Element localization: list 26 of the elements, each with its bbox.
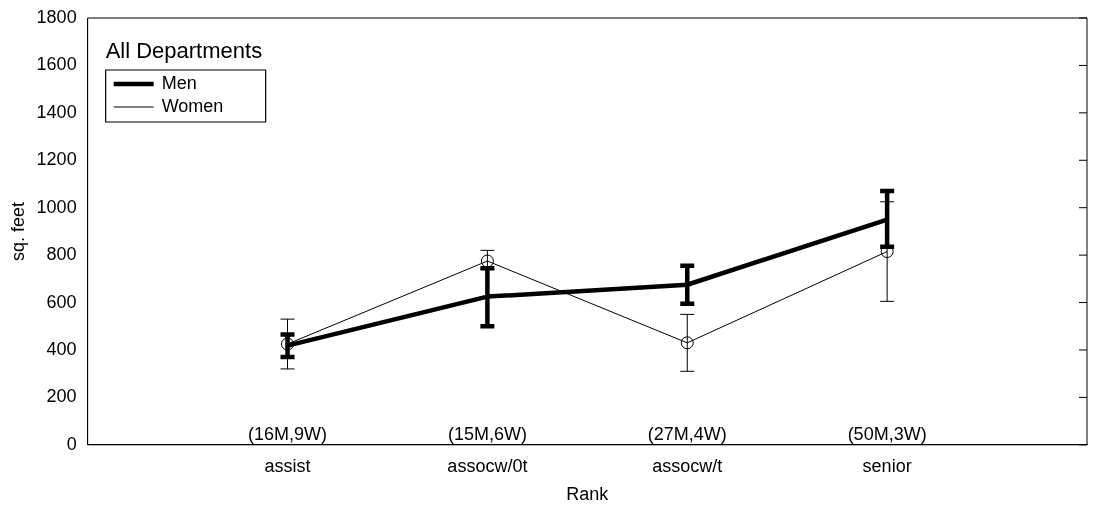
legend-label: Men xyxy=(161,72,197,93)
point xyxy=(680,336,694,350)
y-tick-label: 1400 xyxy=(36,101,77,122)
legend-label: Women xyxy=(161,95,224,116)
x-tick-label: assist xyxy=(264,455,311,476)
y-tick-label: 1000 xyxy=(36,196,77,217)
y-tick-label: 1600 xyxy=(36,54,77,75)
annotation: (50M,3W) xyxy=(847,423,927,444)
y-axis-title: sq. feet xyxy=(7,201,28,261)
point xyxy=(480,254,494,268)
annotation: (16M,9W) xyxy=(248,423,328,444)
x-tick-label: senior xyxy=(862,455,912,476)
y-tick-label: 200 xyxy=(46,386,77,407)
x-axis-title: Rank xyxy=(566,484,610,505)
x-tick-label: assocw/t xyxy=(652,455,723,476)
x-tick-label: assocw/0t xyxy=(447,455,528,476)
y-tick-label: 1200 xyxy=(36,149,77,170)
y-tick-label: 600 xyxy=(46,291,77,312)
legend-title: All Departments xyxy=(105,38,263,64)
y-tick-label: 400 xyxy=(46,338,77,359)
annotation: (15M,6W) xyxy=(447,423,527,444)
annotation: (27M,4W) xyxy=(647,423,727,444)
y-tick-label: 1800 xyxy=(36,6,77,27)
y-tick-label: 800 xyxy=(46,244,77,265)
point xyxy=(281,337,295,351)
y-tick-label: 0 xyxy=(66,433,77,454)
